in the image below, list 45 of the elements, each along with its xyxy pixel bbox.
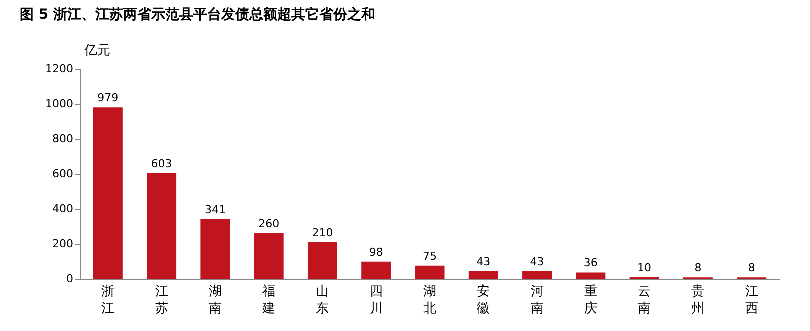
- data-label: 10: [638, 261, 652, 274]
- x-tick-label: 浙江: [102, 284, 115, 316]
- x-tick-label: 河南: [530, 284, 544, 316]
- data-label: 603: [151, 157, 172, 170]
- y-tick-label: 400: [52, 202, 74, 216]
- y-tick-label: 1000: [46, 98, 74, 110]
- data-label: 43: [530, 255, 544, 268]
- bar: [200, 219, 230, 279]
- x-tick-label: 江苏: [155, 284, 168, 316]
- y-tick-label: 0: [66, 272, 74, 286]
- data-label: 8: [694, 262, 702, 275]
- bar: [522, 271, 552, 279]
- bar: [415, 266, 445, 279]
- x-tick-label: 湖南: [208, 284, 222, 316]
- bar: [254, 234, 284, 279]
- x-tick-label: 江西: [745, 284, 758, 316]
- data-label: 8: [748, 262, 756, 275]
- bar: [362, 262, 392, 279]
- x-tick-label: 云南: [638, 284, 652, 316]
- y-tick-label: 800: [52, 132, 74, 146]
- bar: [308, 242, 338, 279]
- y-axis-title: 亿元: [84, 44, 110, 58]
- data-label: 75: [423, 250, 437, 263]
- y-tick-label: 1200: [46, 62, 74, 76]
- x-tick-label: 贵州: [692, 284, 705, 316]
- x-tick-label: 安徽: [477, 284, 490, 316]
- y-tick-label: 200: [52, 238, 74, 250]
- data-label: 36: [584, 256, 598, 270]
- bar: [93, 108, 123, 279]
- chart-title: 图 5 浙江、江苏两省示范县平台发债总额超其它省份之和: [20, 6, 376, 23]
- data-label: 43: [476, 255, 491, 268]
- x-tick-label: 重庆: [584, 284, 598, 316]
- y-tick-label: 600: [52, 168, 74, 180]
- data-label: 341: [204, 203, 226, 216]
- data-label: 260: [258, 218, 280, 230]
- data-label: 98: [369, 246, 384, 259]
- bar: [576, 272, 606, 279]
- x-tick-label: 福建: [262, 284, 276, 316]
- bar: [147, 173, 177, 279]
- x-tick-label: 湖北: [424, 284, 436, 316]
- x-tick-label: 四川: [370, 284, 383, 316]
- data-label: 979: [98, 92, 119, 105]
- bar: [468, 271, 498, 279]
- data-label: 210: [312, 226, 334, 240]
- x-tick-label: 山东: [316, 284, 330, 316]
